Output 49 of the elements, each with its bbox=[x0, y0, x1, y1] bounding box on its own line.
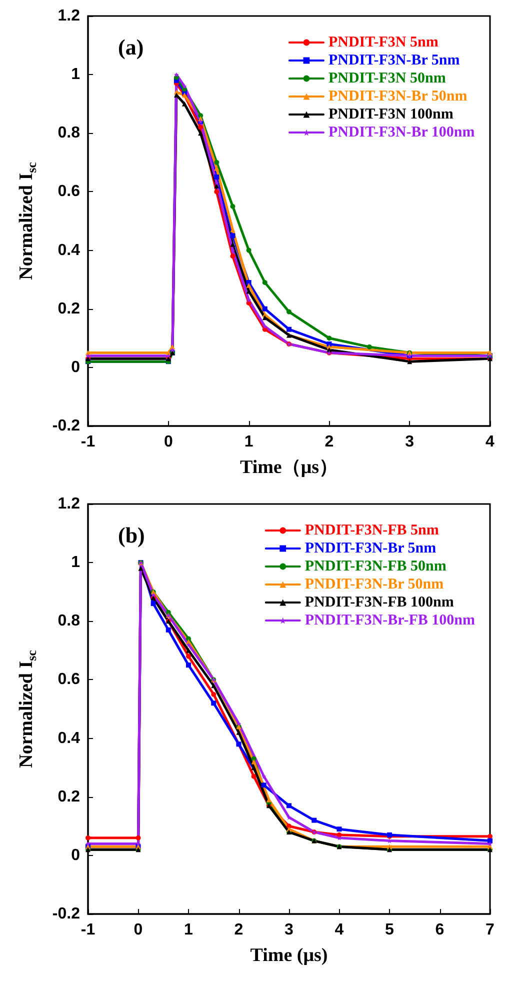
x-tick-label: 1 bbox=[184, 922, 194, 938]
y-tick-label: 0.8 bbox=[58, 124, 80, 142]
x-tick-label: 2 bbox=[234, 922, 244, 938]
y-tick-label: 0.2 bbox=[58, 300, 80, 318]
x-tick-label: 0 bbox=[164, 434, 173, 450]
x-tick-label: 5 bbox=[385, 922, 394, 938]
legend-label: PNDIT-F3N-Br 5nm bbox=[304, 540, 437, 556]
y-tick-label: 1 bbox=[71, 554, 80, 572]
y-tick-label: 1.2 bbox=[58, 496, 80, 512]
x-tick-label: 4 bbox=[486, 434, 495, 450]
legend-label: PNDIT-F3N-Br 5nm bbox=[328, 52, 460, 68]
x-tick-label: 0 bbox=[134, 922, 143, 938]
y-tick-label: 0.8 bbox=[58, 612, 80, 630]
x-tick-label: 6 bbox=[435, 922, 444, 938]
x-tick-label: 1 bbox=[244, 434, 254, 450]
x-tick-label: 7 bbox=[486, 922, 495, 938]
x-axis-title: Time (μs) bbox=[250, 945, 328, 966]
y-axis-title: Normalized Isc bbox=[16, 650, 39, 768]
y-axis-title: Normalized Isc bbox=[16, 162, 39, 280]
legend-label: PNDIT-F3N-Br-FB 100nm bbox=[304, 612, 476, 628]
y-tick-label: 1 bbox=[71, 66, 80, 84]
x-tick-label: 2 bbox=[324, 434, 334, 450]
x-tick-label: 3 bbox=[405, 434, 414, 450]
x-tick-label: 3 bbox=[284, 922, 294, 938]
legend-label: PNDIT-F3N-FB 5nm bbox=[304, 522, 440, 538]
y-tick-label: 0.6 bbox=[58, 671, 80, 688]
y-tick-label: 0 bbox=[71, 846, 80, 864]
y-tick-label: 0.2 bbox=[58, 788, 80, 806]
legend-label: PNDIT-F3N-FB 100nm bbox=[304, 594, 454, 610]
legend-label: PNDIT-F3N-Br 100nm bbox=[328, 124, 476, 140]
y-tick-label: -0.2 bbox=[52, 418, 80, 434]
y-tick-label: 0.4 bbox=[58, 730, 80, 747]
x-tick-label: 4 bbox=[334, 922, 344, 938]
y-tick-label: -0.2 bbox=[52, 906, 80, 922]
legend-label: PNDIT-F3N 100nm bbox=[328, 106, 454, 122]
legend-label: PNDIT-F3N-FB 50nm bbox=[304, 558, 447, 574]
legend-label: PNDIT-F3N 5nm bbox=[328, 34, 439, 50]
annotation: (a) bbox=[118, 34, 144, 60]
legend-label: PNDIT-F3N-Br 50nm bbox=[304, 576, 444, 592]
x-tick-label: -1 bbox=[80, 434, 96, 450]
legend-label: PNDIT-F3N 50nm bbox=[328, 70, 446, 86]
x-tick-label: -1 bbox=[80, 922, 96, 938]
y-tick-label: 0.6 bbox=[58, 183, 80, 200]
y-tick-label: 0 bbox=[71, 358, 80, 376]
x-axis-title: Time（μs） bbox=[240, 457, 338, 478]
legend-label: PNDIT-F3N-Br 50nm bbox=[328, 88, 468, 104]
annotation: (b) bbox=[118, 522, 145, 548]
y-tick-label: 1.2 bbox=[58, 8, 80, 24]
y-tick-label: 0.4 bbox=[58, 242, 80, 259]
